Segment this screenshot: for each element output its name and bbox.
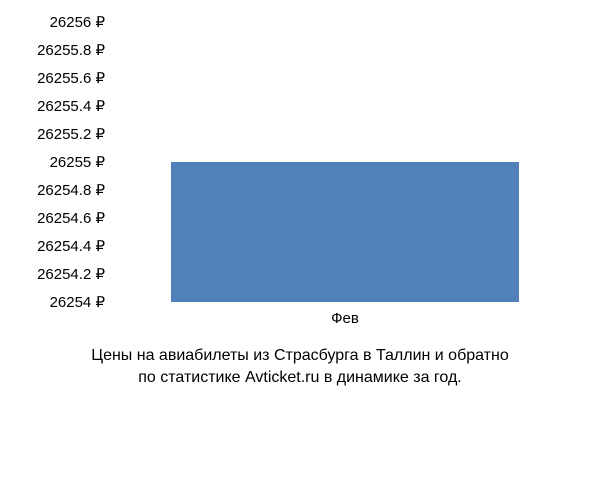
y-tick-label: 26255.2 ₽ xyxy=(37,125,105,143)
y-tick-label: 26255.6 ₽ xyxy=(37,69,105,87)
chart-caption: Цены на авиабилеты из Страсбурга в Талли… xyxy=(0,345,600,390)
caption-line-1: Цены на авиабилеты из Страсбурга в Талли… xyxy=(91,347,509,364)
x-tick-label: Фев xyxy=(331,310,359,327)
y-tick-label: 26254.6 ₽ xyxy=(37,209,105,227)
plot-area xyxy=(110,22,580,302)
y-tick-label: 26254 ₽ xyxy=(50,293,105,311)
chart-container: 26256 ₽ 26255.8 ₽ 26255.6 ₽ 26255.4 ₽ 26255.… xyxy=(0,0,600,500)
x-axis: Фев xyxy=(110,310,580,335)
y-tick-label: 26254.4 ₽ xyxy=(37,237,105,255)
y-tick-label: 26254.2 ₽ xyxy=(37,265,105,283)
caption-line-2: по статистике Avticket.ru в динамике за … xyxy=(138,369,462,386)
y-axis: 26256 ₽26255.8 ₽26255.6 ₽26255.4 ₽26255.… xyxy=(0,22,105,302)
y-tick-label: 26255.8 ₽ xyxy=(37,41,105,59)
y-tick-label: 26255 ₽ xyxy=(50,153,105,171)
y-tick-label: 26254.8 ₽ xyxy=(37,181,105,199)
y-tick-label: 26255.4 ₽ xyxy=(37,97,105,115)
y-tick-label: 26256 ₽ xyxy=(50,13,105,31)
bar xyxy=(171,162,519,302)
